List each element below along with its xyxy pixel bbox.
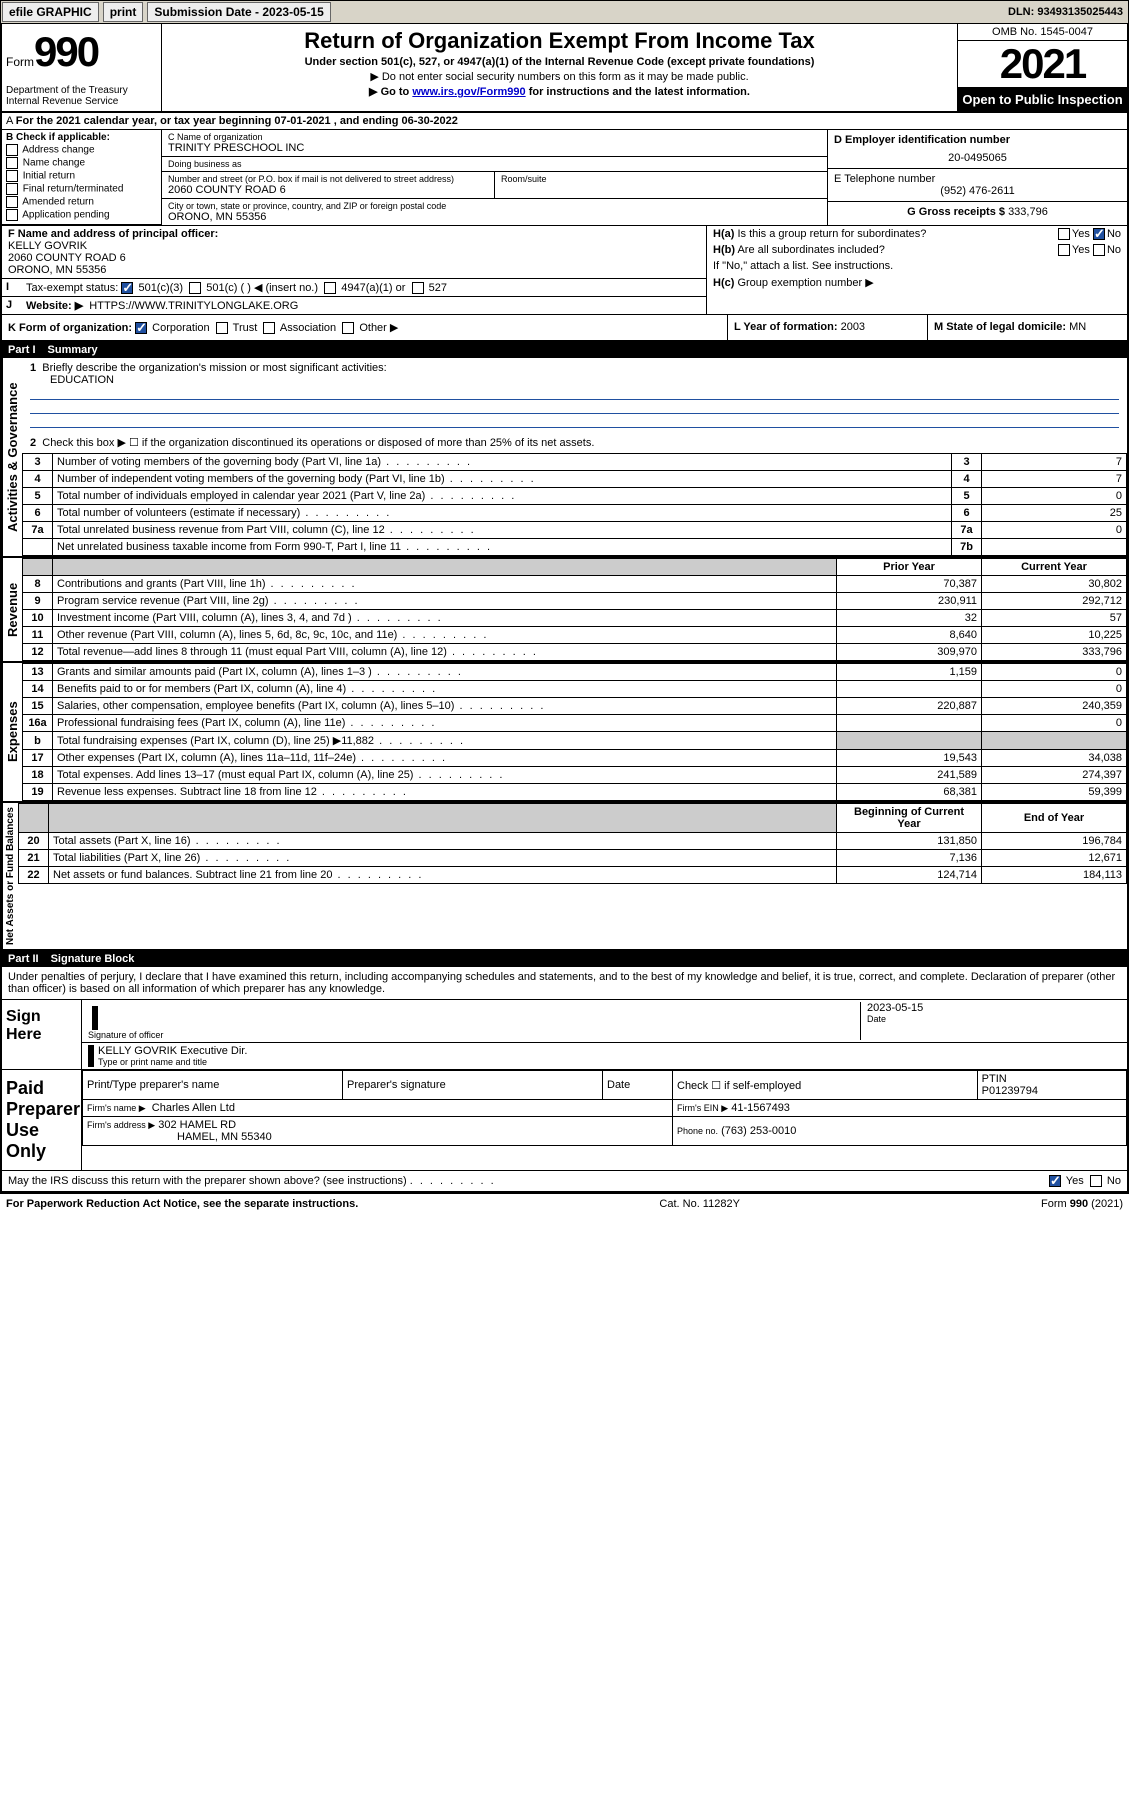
vlabel-governance: Activities & Governance (2, 358, 22, 556)
mission-block: 1 Briefly describe the organization's mi… (22, 358, 1127, 432)
form-title: Return of Organization Exempt From Incom… (170, 28, 949, 54)
line-a-taxyear: A For the 2021 calendar year, or tax yea… (2, 113, 1127, 130)
efile-label: efile GRAPHIC (2, 2, 99, 22)
org-name: TRINITY PRESCHOOL INC (168, 142, 821, 154)
sign-here-block: Sign Here Signature of officer 2023-05-1… (2, 1000, 1127, 1070)
box-c: C Name of organization TRINITY PRESCHOOL… (162, 130, 827, 225)
line-k: K Form of organization: Corporation Trus… (2, 315, 727, 340)
chk-initial-return[interactable]: Initial return (6, 170, 157, 182)
part2-header: Part II Signature Block (2, 951, 1127, 967)
vlabel-revenue: Revenue (2, 558, 22, 661)
revenue-table: Prior YearCurrent Year8Contributions and… (22, 558, 1127, 661)
tax-exempt-status: Tax-exempt status: 501(c)(3) 501(c) ( ) … (22, 279, 706, 296)
omb-number: OMB No. 1545-0047 (958, 24, 1127, 41)
right-ids: D Employer identification number 20-0495… (827, 130, 1127, 225)
line-m: M State of legal domicile: MN (927, 315, 1127, 340)
mission-text: EDUCATION (30, 374, 114, 386)
irs-link[interactable]: www.irs.gov/Form990 (412, 86, 525, 98)
firm-addr2: HAMEL, MN 55340 (87, 1131, 272, 1143)
org-street: 2060 COUNTY ROAD 6 (168, 184, 488, 196)
dln: DLN: 93493135025443 (1008, 6, 1127, 18)
chk-address-change[interactable]: Address change (6, 144, 157, 156)
box-h: H(a) Is this a group return for subordin… (707, 226, 1127, 314)
discuss-yes[interactable] (1049, 1175, 1061, 1187)
sign-date: 2023-05-15 (867, 1002, 1121, 1014)
part1-header: Part I Summary (2, 342, 1127, 358)
firm-name: Charles Allen Ltd (152, 1102, 235, 1114)
chk-501c3[interactable] (121, 282, 133, 294)
firm-ein: 41-1567493 (731, 1102, 790, 1114)
box-b: B Check if applicable: Address change Na… (2, 130, 162, 225)
penalties-text: Under penalties of perjury, I declare th… (2, 967, 1127, 1000)
discuss-no[interactable] (1090, 1175, 1102, 1187)
expenses-table: 13Grants and similar amounts paid (Part … (22, 663, 1127, 801)
form-subtitle: Under section 501(c), 527, or 4947(a)(1)… (170, 56, 949, 68)
irs-discuss: May the IRS discuss this return with the… (2, 1171, 1127, 1191)
ssn-note: ▶ Do not enter social security numbers o… (170, 70, 949, 83)
gross-receipts: 333,796 (1008, 206, 1048, 218)
chk-name-change[interactable]: Name change (6, 157, 157, 169)
firm-phone: (763) 253-0010 (721, 1125, 796, 1137)
vlabel-expenses: Expenses (2, 663, 22, 801)
tax-year: 2021 (958, 41, 1127, 87)
ptin: P01239794 (982, 1085, 1038, 1097)
officer-name-title: KELLY GOVRIK Executive Dir. (98, 1045, 1121, 1057)
chk-amended[interactable]: Amended return (6, 196, 157, 208)
page-footer: For Paperwork Reduction Act Notice, see … (0, 1193, 1129, 1214)
form-number: 990 (34, 28, 98, 76)
ein: 20-0495065 (834, 146, 1121, 164)
netassets-table: Beginning of Current YearEnd of Year20To… (18, 803, 1127, 884)
firm-addr1: 302 HAMEL RD (158, 1119, 236, 1131)
phone: (952) 476-2611 (834, 185, 1121, 197)
chk-final-return[interactable]: Final return/terminated (6, 183, 157, 195)
vlabel-netassets: Net Assets or Fund Balances (2, 803, 18, 949)
line-l: L Year of formation: 2003 (727, 315, 927, 340)
form-header: Form 990 Department of the TreasuryInter… (2, 24, 1127, 113)
governance-table: 3Number of voting members of the governi… (22, 453, 1127, 556)
dept-treasury: Department of the TreasuryInternal Reven… (6, 85, 157, 107)
website: HTTPS://WWW.TRINITYLONGLAKE.ORG (89, 300, 298, 312)
goto-note: ▶ Go to www.irs.gov/Form990 for instruct… (170, 85, 949, 98)
print-button[interactable]: print (103, 2, 144, 22)
paid-preparer-block: Paid Preparer Use Only Print/Type prepar… (2, 1070, 1127, 1171)
officer-name: KELLY GOVRIK (8, 240, 700, 252)
efile-topbar: efile GRAPHIC print Submission Date - 20… (0, 0, 1129, 24)
form-word: Form (6, 55, 34, 69)
org-city: ORONO, MN 55356 (168, 211, 821, 223)
open-to-public: Open to Public Inspection (958, 87, 1127, 111)
submission-date: Submission Date - 2023-05-15 (147, 2, 330, 22)
chk-app-pending[interactable]: Application pending (6, 209, 157, 221)
line-2: 2 Check this box ▶ ☐ if the organization… (22, 432, 1127, 453)
